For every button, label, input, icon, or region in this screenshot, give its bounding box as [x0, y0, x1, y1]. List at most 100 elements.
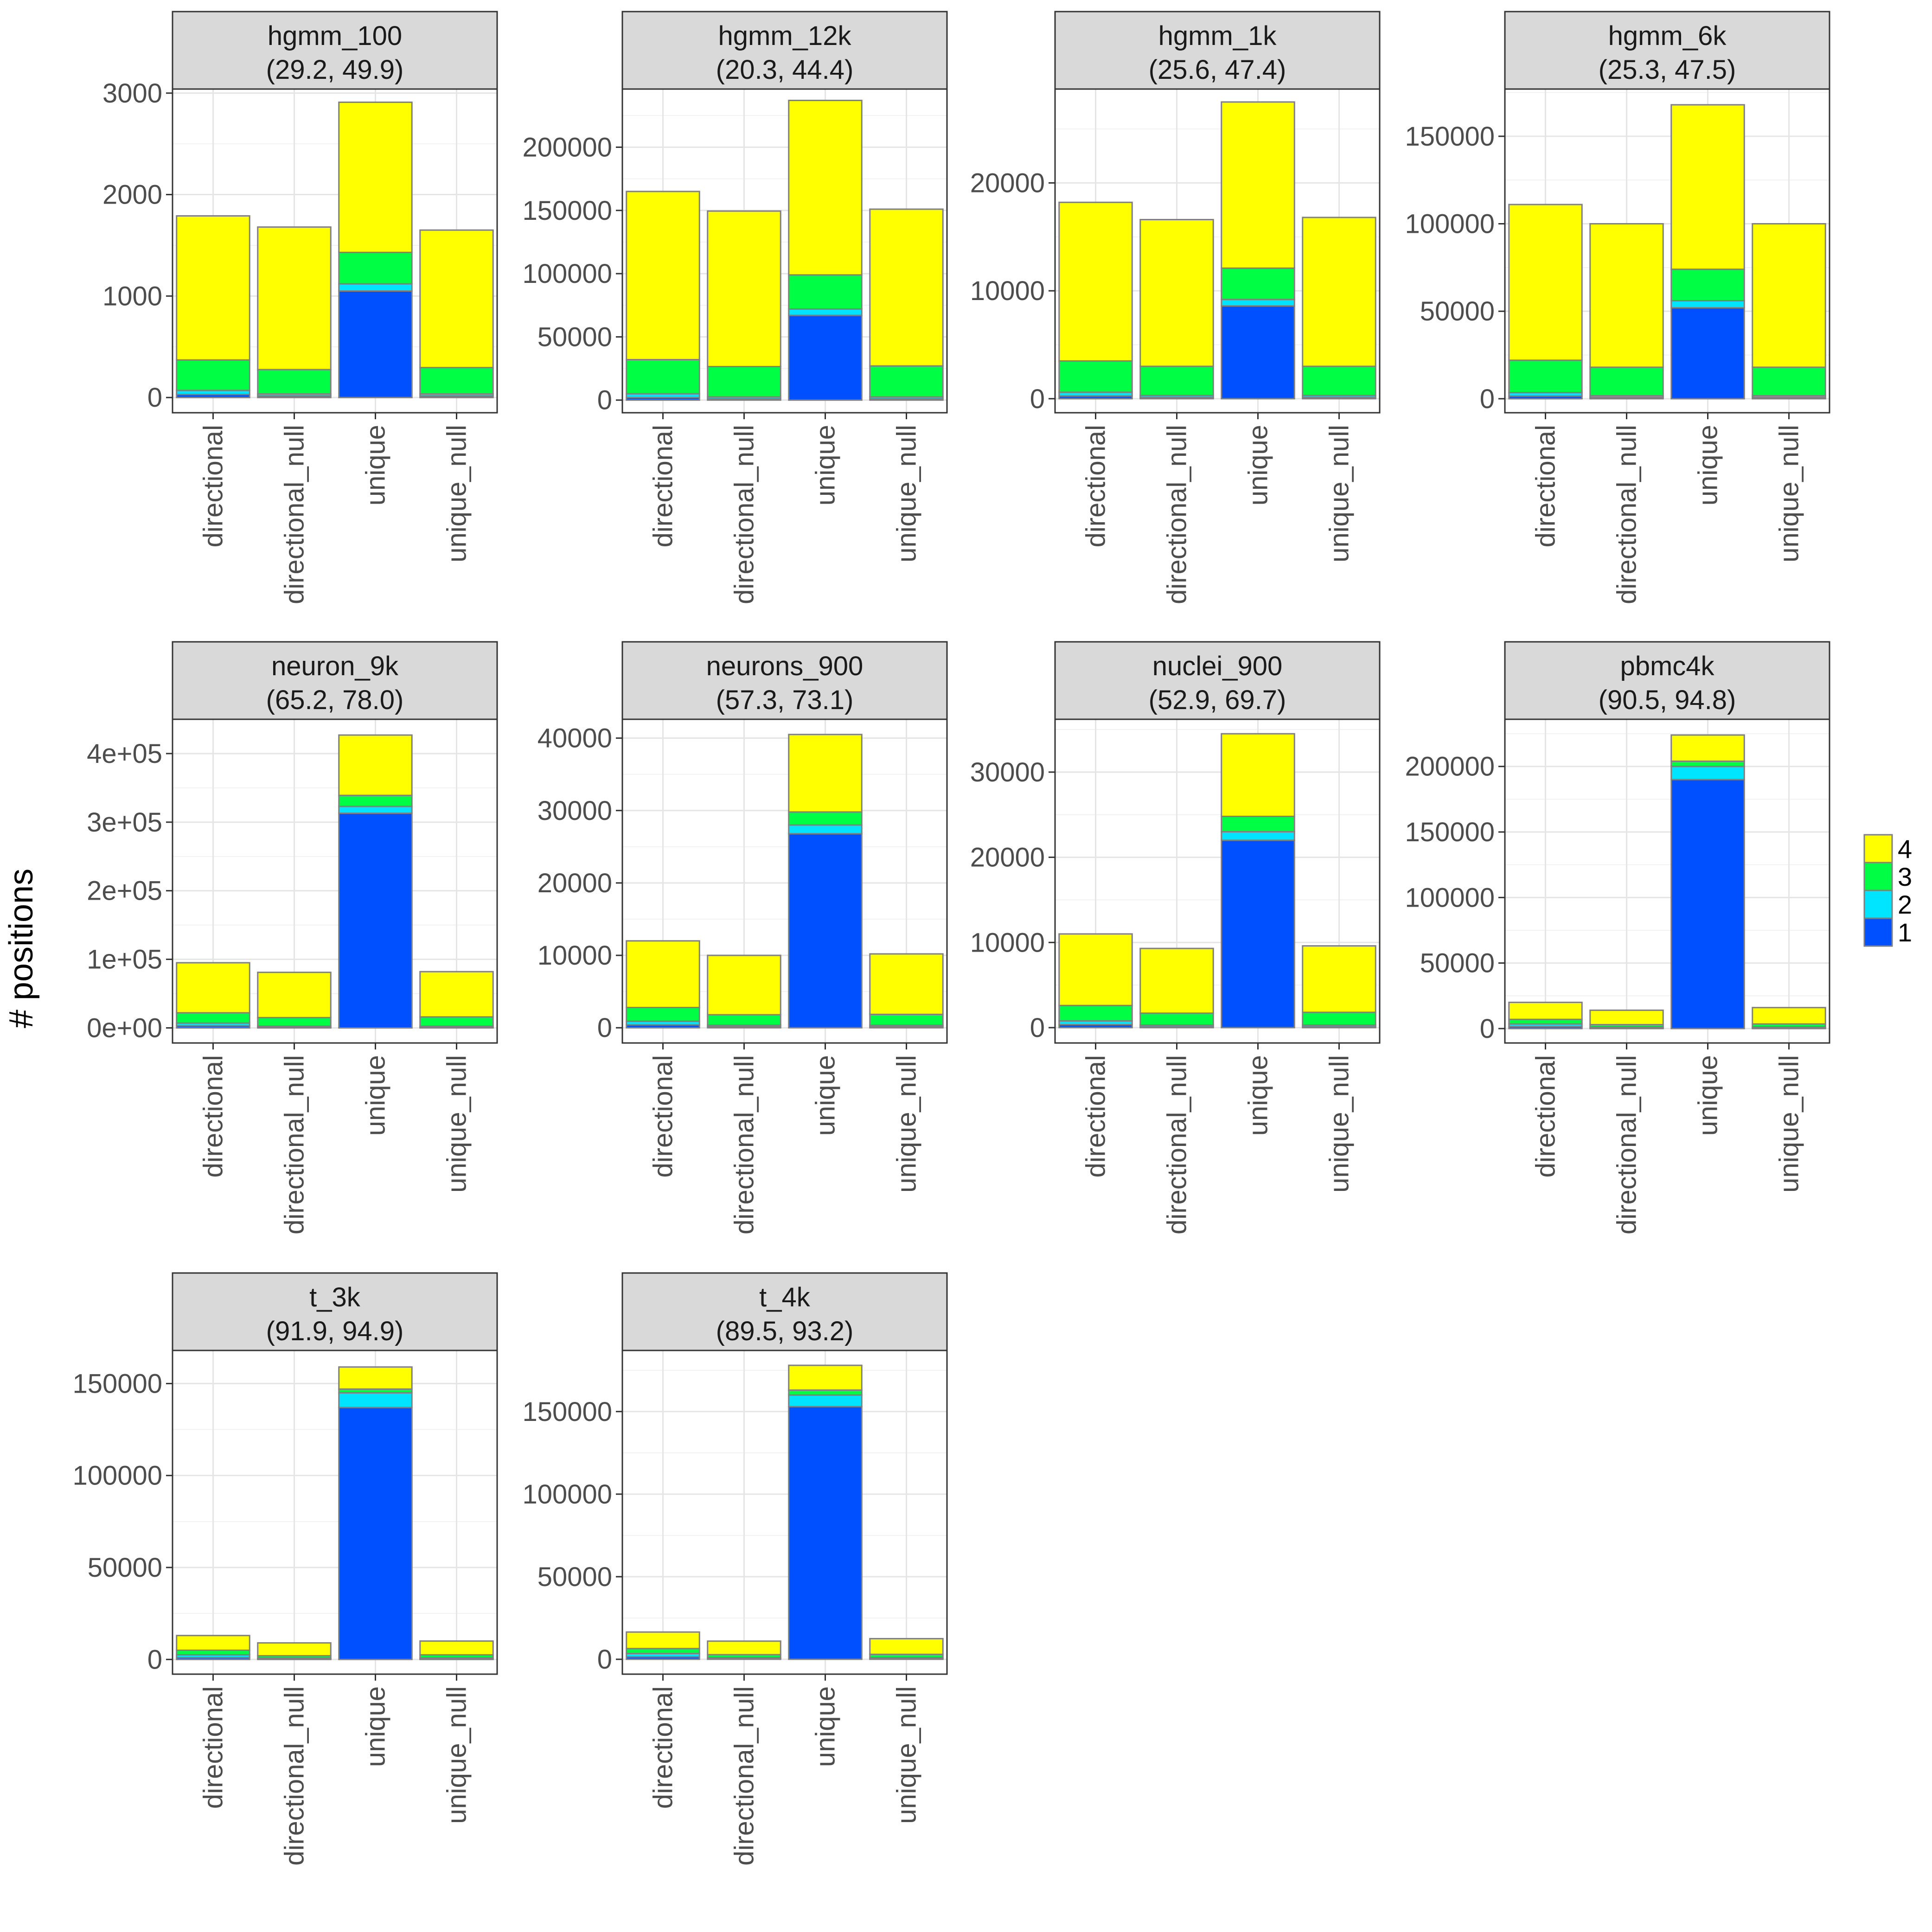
x-tick-label: unique [361, 1686, 391, 1767]
y-tick-label: 40000 [537, 723, 612, 754]
x-tick-label: unique [811, 1686, 841, 1767]
y-tick-label: 0 [1480, 384, 1495, 414]
bar-segment-3 [1139, 1012, 1214, 1026]
y-tick-label: 20000 [537, 868, 612, 898]
plot-background [173, 1350, 497, 1674]
bar-segment-4 [1670, 104, 1745, 270]
bar-segment-2 [1221, 299, 1295, 307]
x-tick-label: directional [648, 425, 678, 547]
y-tick-label: 100000 [1405, 883, 1495, 913]
bar-segment-3 [176, 359, 250, 391]
x-tick-label: directional [198, 425, 229, 547]
bar-segment-2 [1670, 300, 1745, 309]
bar-segment-3 [1221, 815, 1295, 832]
y-tick-label: 2e+05 [87, 876, 162, 906]
x-tick-label: unique_null [442, 1055, 472, 1193]
y-tick-label: 30000 [970, 757, 1045, 787]
x-tick-label: directional_null [1612, 425, 1642, 604]
y-tick-label: 100000 [522, 259, 612, 289]
panel-border [621, 1350, 948, 1675]
bar-segment-4 [1670, 734, 1745, 762]
facet-title: neurons_900 [706, 651, 864, 681]
x-tick-label: directional [1081, 425, 1111, 547]
plot-background [1505, 719, 1830, 1043]
bar-segment-4 [338, 734, 413, 796]
bar-segment-4 [338, 1366, 413, 1390]
bar-segment-3 [1139, 365, 1214, 397]
bar-segment-3 [1302, 365, 1376, 397]
facet-title: hgmm_6k [1608, 21, 1727, 51]
x-tick-label: unique_null [1774, 1055, 1804, 1193]
x-tick-label: directional [198, 1055, 229, 1177]
facet-panel: t_4k (89.5, 93.2) 0 50000 100000 150000 direct… [522, 1272, 948, 1866]
x-tick-label: directional [1531, 425, 1561, 547]
y-tick-label: 2000 [102, 180, 162, 210]
bar-segment-3 [1589, 366, 1664, 397]
facet-subtitle: (90.5, 94.8) [1599, 685, 1736, 715]
bar-segment-3 [338, 251, 413, 285]
facet-strip [621, 11, 948, 90]
y-axis-title: # positions [3, 869, 40, 1028]
bar-segment-4 [1508, 1001, 1583, 1020]
y-tick-label: 0 [1030, 1013, 1045, 1043]
facet-panel: pbmc4k (90.5, 94.8) 0 50000 100000 150000 2000… [1405, 641, 1830, 1235]
bar-segment-4 [1221, 101, 1295, 269]
bar-segment-2 [788, 1394, 863, 1407]
bar-segment-4 [707, 954, 781, 1016]
y-tick-label: 10000 [970, 928, 1045, 958]
bar-segment-4 [1302, 945, 1376, 1013]
bar-segment-3 [419, 1016, 494, 1027]
facet-panel: neurons_900 (57.3, 73.1) 0 10000 20000 30000 4… [537, 641, 948, 1235]
x-tick-label: directional_null [729, 425, 760, 604]
facet-panel: neuron_9k (65.2, 78.0) 0e+00 1e+05 2e+05 3e+0… [87, 641, 498, 1235]
bar-segment-3 [626, 1648, 700, 1654]
legend-label: 3 [1898, 862, 1912, 891]
bar-segment-3 [338, 794, 413, 807]
bar-segment-4 [1139, 947, 1214, 1014]
y-tick-label: 0 [597, 1013, 612, 1043]
bar-segment-4 [257, 226, 332, 371]
bar-segment-3 [869, 365, 944, 398]
bar-segment-4 [788, 100, 863, 276]
x-tick-label: directional [648, 1686, 678, 1809]
y-tick-label: 50000 [1420, 948, 1495, 979]
panel-border [1054, 88, 1381, 414]
bar-segment-4 [176, 962, 250, 1014]
x-tick-label: directional [1081, 1055, 1111, 1177]
bar-segment-4 [257, 972, 332, 1018]
y-tick-label: 10000 [537, 940, 612, 971]
x-tick-label: directional_null [1162, 1055, 1192, 1235]
legend-key [1863, 889, 1893, 919]
y-tick-label: 0 [147, 383, 162, 413]
bar-segment-4 [707, 210, 781, 367]
y-tick-label: 150000 [72, 1369, 162, 1399]
legend-key [1863, 834, 1893, 864]
facet-title: hgmm_100 [268, 21, 402, 51]
bar-segment-4 [626, 1631, 700, 1650]
facet-title: hgmm_1k [1158, 21, 1277, 51]
x-tick-label: directional_null [1162, 425, 1192, 604]
facet-strip [1054, 641, 1381, 720]
bar-segment-3 [707, 1014, 781, 1026]
facet-panel: hgmm_12k (20.3, 44.4) 0 50000 100000 150000 20… [522, 11, 948, 604]
y-tick-label: 0 [1480, 1014, 1495, 1044]
bar-segment-4 [788, 1364, 863, 1391]
y-tick-label: 1000 [102, 281, 162, 311]
bar-segment-4 [1302, 217, 1376, 367]
x-tick-label: unique [1243, 425, 1273, 505]
y-tick-label: 50000 [537, 322, 612, 352]
legend-key [1863, 862, 1893, 891]
x-tick-label: directional_null [280, 1055, 310, 1235]
y-tick-label: 150000 [1405, 817, 1495, 847]
bar-segment-2 [338, 283, 413, 292]
y-tick-label: 50000 [537, 1562, 612, 1592]
bar-segment-2 [1670, 766, 1745, 780]
bar-segment-4 [419, 1640, 494, 1656]
bar-segment-3 [1670, 760, 1745, 768]
bar-segment-1 [1670, 307, 1745, 400]
facet-panel: hgmm_6k (25.3, 47.5) 0 50000 100000 150000 dir… [1405, 11, 1830, 604]
bar-segment-4 [1139, 219, 1214, 367]
bar-segment-4 [1221, 733, 1295, 817]
